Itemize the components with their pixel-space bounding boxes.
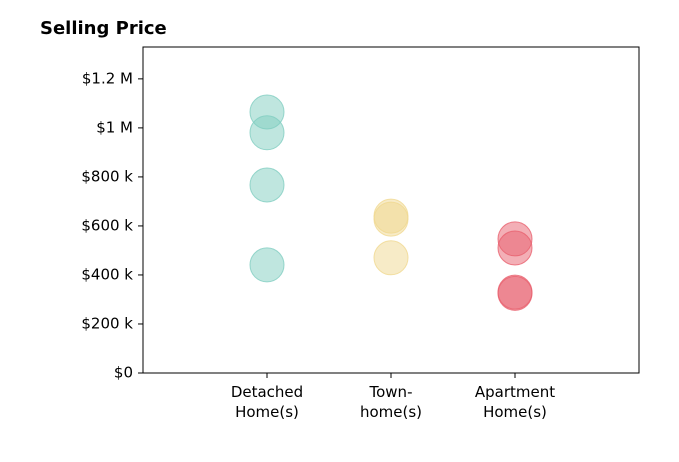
x-tick-label: Apartment Home(s): [475, 383, 555, 421]
point: [497, 230, 533, 266]
y-tick-label: $800 k: [81, 167, 133, 185]
y-tick-label: $400 k: [81, 265, 133, 283]
y-tick-label: $1 M: [96, 118, 133, 136]
x-tick-label: Detached Home(s): [231, 383, 303, 421]
x-tick-label: Town-home(s): [360, 383, 422, 421]
point: [373, 201, 409, 237]
point: [249, 167, 285, 203]
point: [249, 247, 285, 283]
y-tick-label: $1.2 M: [82, 69, 133, 87]
y-tick-label: $0: [114, 364, 133, 382]
y-tick-label: $200 k: [81, 314, 133, 332]
point: [249, 115, 285, 151]
y-tick-label: $600 k: [81, 216, 133, 234]
chart-title: Selling Price: [40, 18, 167, 39]
point: [497, 275, 533, 311]
point: [373, 240, 409, 276]
